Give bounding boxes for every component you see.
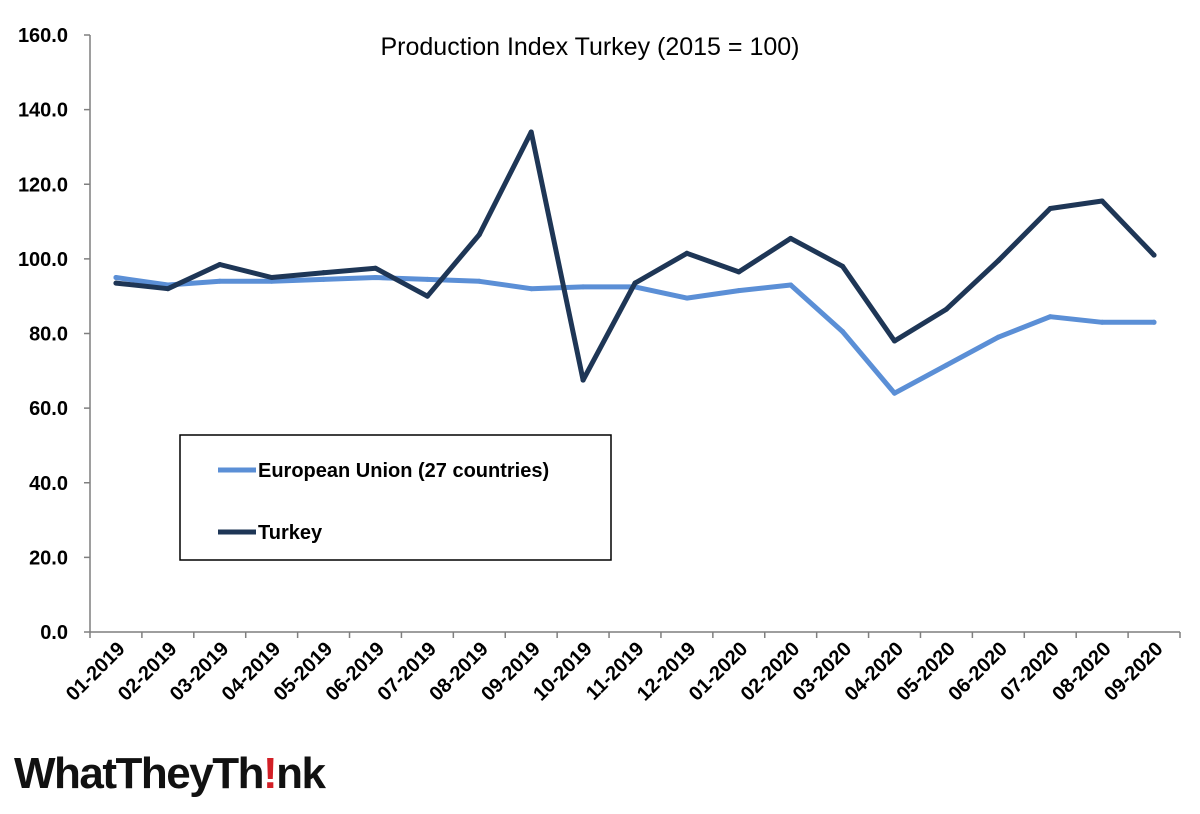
whattheythink-logo: WhatTheyTh!nk [14, 749, 326, 798]
data-point [372, 275, 378, 281]
data-point [424, 276, 430, 282]
legend-label-eu: European Union (27 countries) [258, 460, 549, 482]
data-point [1151, 319, 1157, 325]
legend-label-turkey: Turkey [258, 522, 323, 544]
data-point [943, 306, 949, 312]
data-point [995, 258, 1001, 264]
data-point [684, 295, 690, 301]
data-point [424, 293, 430, 299]
data-point [1099, 198, 1105, 204]
chart-title: Production Index Turkey (2015 = 100) [380, 33, 799, 61]
data-point [788, 282, 794, 288]
y-tick-label: 40.0 [29, 473, 68, 495]
data-point [321, 276, 327, 282]
data-point [684, 250, 690, 256]
data-point [269, 278, 275, 284]
y-tick-label: 80.0 [29, 324, 68, 346]
data-point [476, 278, 482, 284]
data-point [580, 284, 586, 290]
data-point [840, 329, 846, 335]
data-point [217, 278, 223, 284]
data-point [217, 261, 223, 267]
data-point [321, 270, 327, 276]
data-point [840, 263, 846, 269]
y-tick-label: 160.0 [18, 25, 68, 47]
data-point [1099, 319, 1105, 325]
y-tick-label: 120.0 [18, 174, 68, 196]
data-point [736, 288, 742, 294]
data-point [1151, 252, 1157, 258]
data-point [736, 269, 742, 275]
y-tick-label: 100.0 [18, 249, 68, 271]
y-tick-label: 60.0 [29, 398, 68, 420]
data-point [528, 286, 534, 292]
data-point [113, 275, 119, 281]
axes: 0.020.040.060.080.0100.0120.0140.0160.00… [18, 25, 1181, 705]
data-point [1047, 206, 1053, 212]
data-point [892, 390, 898, 396]
data-point [113, 280, 119, 286]
data-point [892, 338, 898, 344]
data-point [372, 265, 378, 271]
y-tick-label: 0.0 [40, 622, 68, 644]
series-layer [113, 129, 1157, 396]
data-point [269, 275, 275, 281]
data-point [788, 235, 794, 241]
y-tick-label: 140.0 [18, 100, 68, 122]
legend: European Union (27 countries) Turkey [179, 434, 612, 561]
data-point [632, 280, 638, 286]
data-point [165, 286, 171, 292]
data-point [943, 362, 949, 368]
data-point [528, 129, 534, 135]
data-point [1047, 314, 1053, 320]
data-point [995, 334, 1001, 340]
legend-box [179, 434, 612, 561]
y-tick-label: 20.0 [29, 547, 68, 569]
series-line-turkey [113, 129, 1157, 383]
data-point [476, 232, 482, 238]
data-point [580, 377, 586, 383]
